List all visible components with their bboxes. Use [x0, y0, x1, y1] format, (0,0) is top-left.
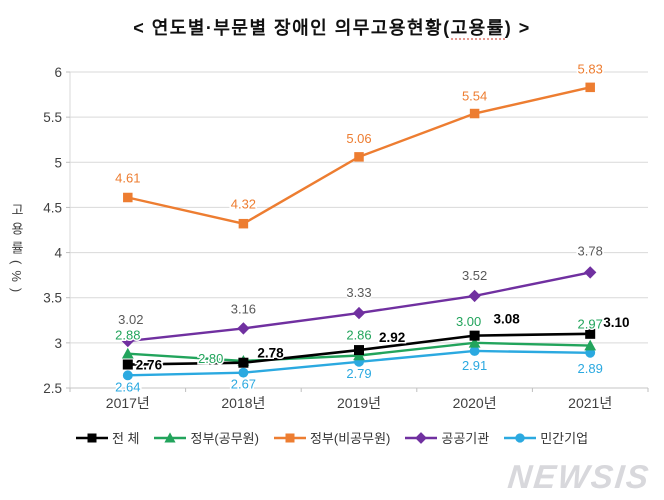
x-tick-label: 2020년: [453, 395, 497, 411]
series-marker-public-institutions: [468, 289, 481, 303]
data-label-public-institutions: 3.16: [231, 301, 256, 316]
data-label-private-companies: 2.89: [578, 361, 603, 376]
line-chart-canvas: 2.5 3 3.5 4 4.5 5 5.5 6 2017년 2018년 2019년 2020년 2021…: [43, 60, 649, 411]
data-label-public-institutions: 3.33: [346, 285, 371, 300]
series-private-companies: [122, 346, 596, 381]
series-marker-total: [469, 330, 480, 341]
legend-square-marker-icon: [273, 433, 306, 442]
chart-title-highlight: 고용률: [450, 18, 505, 40]
series-marker-private-companies: [585, 347, 596, 358]
data-label-public-institutions: 3.78: [578, 243, 603, 258]
series-marker-government-non-civil-servants: [354, 152, 364, 162]
series-marker-government-non-civil-servants: [123, 192, 133, 203]
legend-square-marker-icon: [75, 433, 108, 442]
data-label-public-institutions: 3.52: [462, 268, 487, 283]
series-marker-public-institutions: [121, 334, 134, 348]
legend-item-government-non-civil-servants: 정부(비공무원): [273, 428, 391, 447]
series-public-institutions: [121, 266, 597, 348]
data-label-government-non-civil-servants: 4.61: [115, 170, 140, 185]
data-label-government-non-civil-servants: 5.83: [578, 61, 603, 76]
legend-label-government-civil-servants: 정부(공무원): [190, 431, 259, 446]
y-tick-label: 6: [54, 65, 62, 80]
series-marker-public-institutions: [584, 266, 597, 279]
legend-label-government-non-civil-servants: 정부(비공무원): [309, 431, 391, 446]
data-label-government-civil-servants: 2.86: [346, 327, 371, 342]
legend-label-private-companies: 민간기업: [540, 431, 589, 446]
series-marker-government-civil-servants: [121, 347, 134, 359]
data-label-government-non-civil-servants: 5.54: [462, 89, 487, 104]
x-tick-label: 2021년: [568, 395, 612, 411]
chart-title: < 연도별·부문별 장애인 의무고용현황(고용률) >: [0, 14, 664, 40]
series-marker-total: [585, 328, 596, 339]
data-label-private-companies: 2.91: [462, 358, 487, 373]
series-marker-public-institutions: [352, 306, 366, 320]
data-label-government-non-civil-servants: 4.32: [231, 197, 256, 212]
series-marker-private-companies: [469, 346, 480, 356]
series-labels-private-companies: 2.64 2.67 2.79 2.91 2.89: [114, 356, 605, 395]
legend: 전 체 정부(공무원) 정부(비공무원) 공공기관 민간기업: [0, 428, 664, 447]
series-marker-total: [238, 357, 249, 368]
series-marker-government-civil-servants: [584, 339, 597, 351]
chart-title-suffix: ) >: [504, 18, 531, 38]
data-label-total: 3.10: [603, 315, 629, 330]
data-label-private-companies: 2.67: [231, 377, 256, 392]
y-tick-label: 2.5: [43, 381, 62, 396]
legend-label-total: 전 체: [111, 431, 140, 446]
series-labels-total: 2.76 2.78 2.92 3.08 3.10: [134, 310, 631, 374]
series-total: [122, 328, 596, 370]
legend-diamond-marker-icon: [405, 431, 438, 444]
y-tick-label: 3.5: [43, 291, 62, 306]
series-marker-government-civil-servants: [468, 336, 481, 348]
y-tick-label: 5: [54, 155, 62, 170]
series-labels-government-civil-servants: 2.88 2.80 2.86 3.00 2.97: [114, 312, 605, 367]
series-marker-private-companies: [122, 370, 133, 381]
data-label-total: 2.78: [257, 346, 284, 361]
data-label-total: 2.92: [379, 330, 405, 345]
newsis-watermark: NEWSIS: [505, 458, 652, 495]
data-label-government-civil-servants: 2.88: [115, 328, 140, 343]
chart-title-prefix: < 연도별·부문별 장애인 의무고용현황(: [133, 18, 451, 38]
series-marker-total: [354, 345, 364, 356]
series-marker-government-non-civil-servants: [238, 218, 249, 229]
series-marker-government-non-civil-servants: [469, 108, 480, 119]
data-label-government-civil-servants: 3.00: [456, 314, 481, 329]
series-labels-government-non-civil-servants: 4.61 4.32 5.06 5.54 5.83: [114, 60, 605, 213]
series-marker-private-companies: [238, 367, 249, 378]
x-tick-label: 2017년: [106, 395, 150, 411]
legend-item-government-civil-servants: 정부(공무원): [154, 428, 259, 447]
y-axis-title: 고용률(%): [9, 203, 24, 299]
y-tick-label: 3: [54, 336, 62, 351]
legend-label-public-institutions: 공공기관: [441, 431, 490, 446]
series-government-non-civil-servants: [123, 82, 595, 229]
series-labels-public-institutions: 3.02 3.16 3.33 3.52 3.78: [117, 242, 605, 329]
data-label-government-non-civil-servants: 5.06: [346, 131, 371, 146]
data-label-public-institutions: 3.02: [118, 312, 143, 327]
legend-item-total: 전 체: [75, 428, 140, 447]
data-label-total: 3.08: [493, 312, 520, 327]
legend-item-public-institutions: 공공기관: [405, 428, 489, 447]
data-label-total: 2.76: [136, 358, 163, 373]
series-marker-total: [122, 359, 133, 370]
data-label-government-civil-servants: 2.97: [578, 317, 603, 332]
x-tick-label: 2019년: [337, 395, 381, 411]
y-tick-label: 4.5: [43, 200, 62, 215]
y-tick-label: 5.5: [43, 110, 62, 125]
legend-circle-marker-icon: [504, 432, 537, 443]
series-marker-public-institutions: [237, 322, 250, 335]
data-label-government-civil-servants: 2.80: [198, 351, 223, 366]
legend-item-private-companies: 민간기업: [504, 428, 588, 447]
series-marker-government-non-civil-servants: [585, 82, 595, 93]
data-label-private-companies: 2.64: [115, 379, 140, 394]
x-tick-label: 2018년: [221, 395, 265, 411]
data-label-private-companies: 2.79: [346, 366, 371, 381]
legend-triangle-marker-icon: [154, 431, 187, 442]
y-tick-label: 4: [54, 246, 62, 261]
